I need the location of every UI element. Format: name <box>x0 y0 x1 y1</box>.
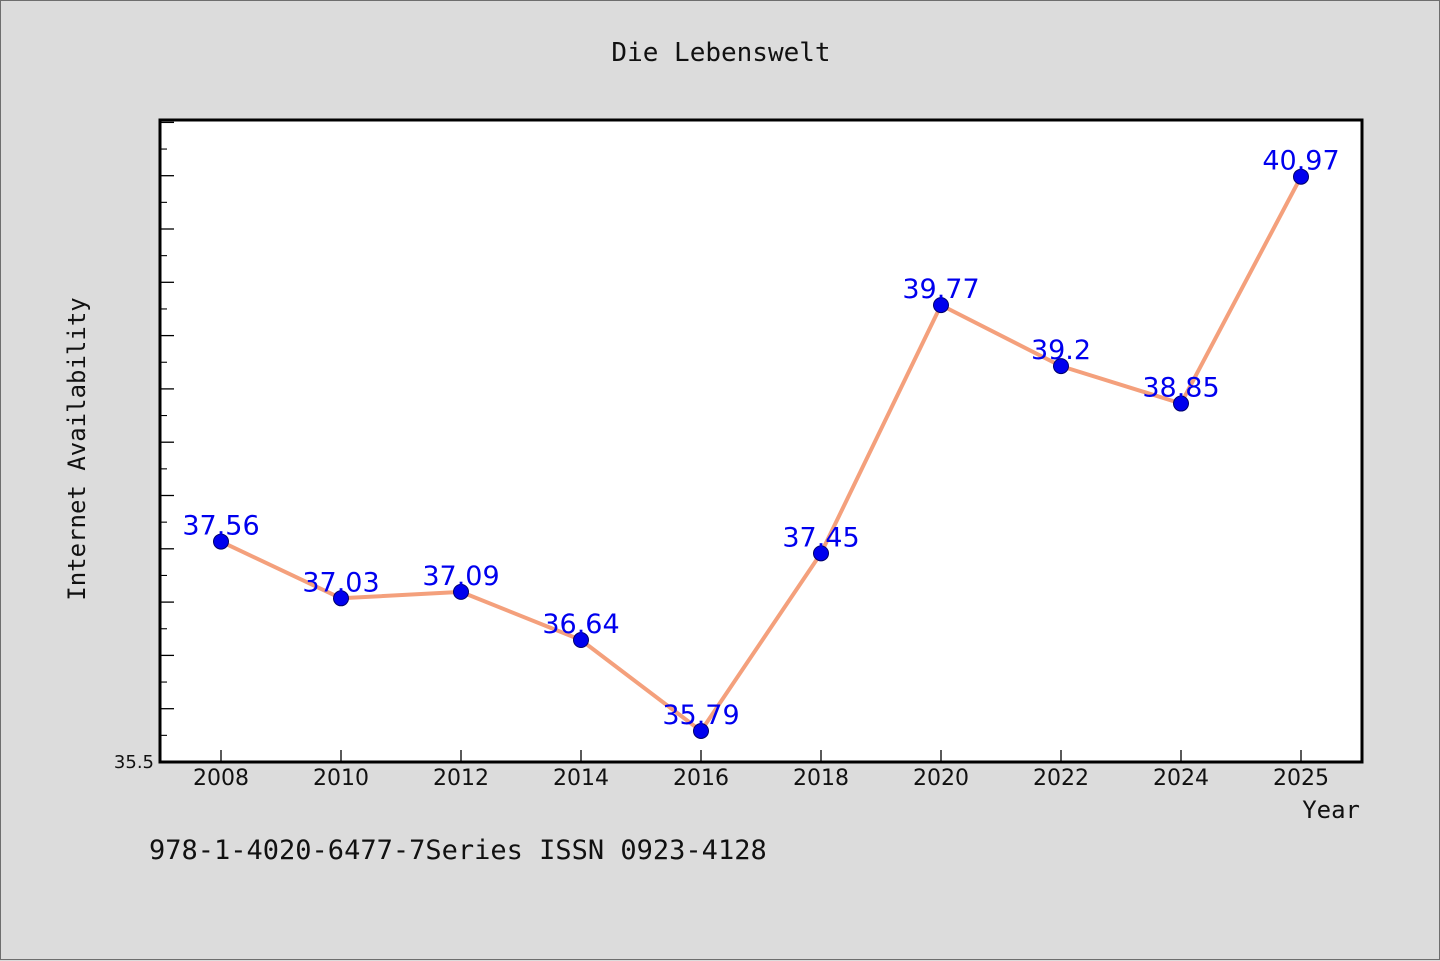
data-label: 40.97 <box>1262 146 1339 177</box>
x-tick-label: 2025 <box>1273 766 1329 791</box>
data-label: 37.03 <box>302 567 379 598</box>
x-tick-label: 2024 <box>1153 766 1209 791</box>
x-tick-label: 2022 <box>1033 766 1089 791</box>
x-tick-label: 2016 <box>673 766 729 791</box>
data-point <box>1293 168 1309 185</box>
data-point <box>453 583 469 600</box>
data-point <box>213 533 229 550</box>
data-label: 37.45 <box>782 522 859 553</box>
data-point <box>933 297 949 314</box>
x-tick-label: 2020 <box>913 766 969 791</box>
data-point <box>1173 395 1189 412</box>
x-tick-label: 2018 <box>793 766 849 791</box>
chart-title: Die Lebenswelt <box>611 38 830 68</box>
data-label: 35.79 <box>662 700 739 731</box>
data-label: 37.56 <box>182 511 259 542</box>
y-axis-label: Internet Availability <box>63 297 91 600</box>
y-tick-label: 35.5 <box>114 752 154 773</box>
data-label: 39.2 <box>1031 335 1091 366</box>
x-axis-ticks: 2008 2010 2012 2014 2016 2018 2020 2022 2024 2025 <box>193 750 1329 791</box>
data-point <box>813 545 829 562</box>
series-group: 37.56 37.03 37.09 36.64 35.79 37.45 39.77 39.2 3… <box>182 146 1340 739</box>
data-point <box>573 632 589 649</box>
y-axis-ticks <box>160 121 174 763</box>
data-label: 36.64 <box>542 609 619 640</box>
x-tick-label: 2014 <box>553 766 609 791</box>
data-label: 37.09 <box>422 561 499 592</box>
series-line <box>219 174 1303 733</box>
data-point <box>1053 358 1069 375</box>
plot-area <box>158 118 1364 764</box>
x-tick-label: 2010 <box>313 766 369 791</box>
data-label: 39.77 <box>902 274 979 305</box>
data-point <box>333 590 349 607</box>
x-tick-label: 2012 <box>433 766 489 791</box>
data-label: 38.85 <box>1142 373 1219 404</box>
footnote: 978-1-4020-6477-7Series ISSN 0923-4128 <box>149 835 767 866</box>
data-point <box>693 722 709 739</box>
x-tick-label: 2008 <box>193 766 249 791</box>
x-axis-label: Year <box>1302 796 1360 824</box>
